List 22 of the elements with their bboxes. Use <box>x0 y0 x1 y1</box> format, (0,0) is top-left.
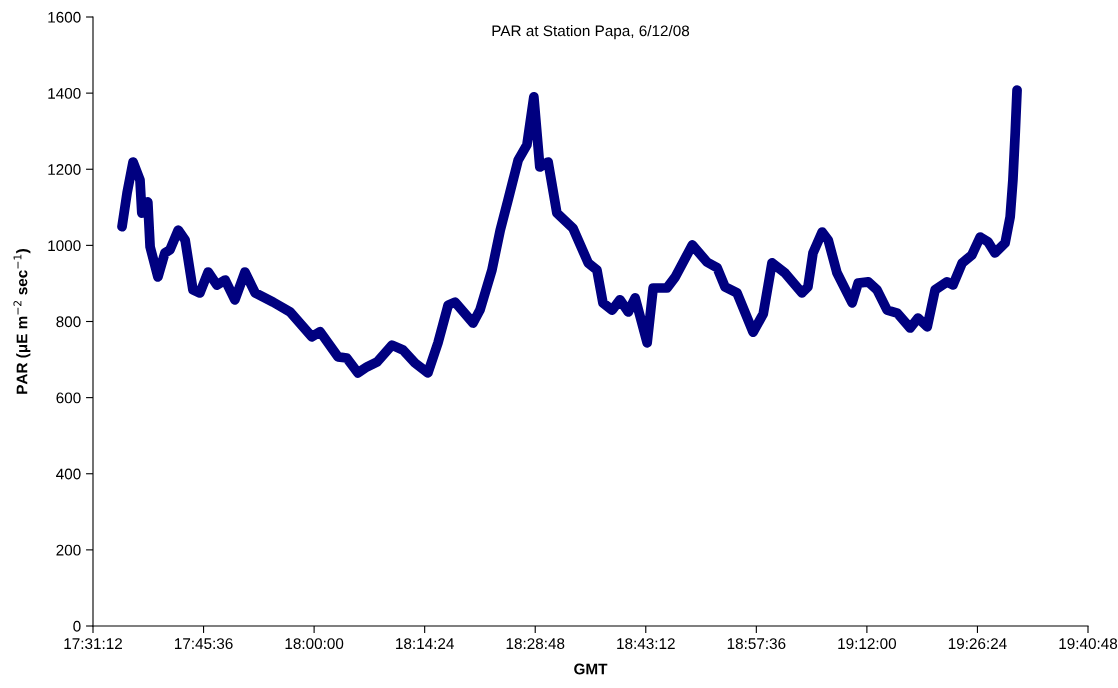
x-axis-title: GMT <box>574 663 608 675</box>
y-tick-label: 600 <box>56 392 81 404</box>
y-tick-label: 400 <box>56 468 81 480</box>
y-tick-label: 200 <box>56 544 81 556</box>
x-tick-label: 19:40:48 <box>1059 638 1118 650</box>
x-tick-label: 19:26:24 <box>948 638 1007 650</box>
y-tick-label: 800 <box>56 316 81 328</box>
x-tick-label: 18:00:00 <box>285 638 344 650</box>
x-tick-label: 17:45:36 <box>174 638 233 650</box>
y-tick-label: 0 <box>73 620 81 632</box>
x-tick-label: 18:43:12 <box>617 638 675 650</box>
y-tick-label: 1000 <box>48 240 81 252</box>
x-tick-label: 19:12:00 <box>838 638 897 650</box>
x-tick-label: 18:57:36 <box>727 638 786 650</box>
x-tick-label: 18:28:48 <box>506 638 565 650</box>
chart-title: PAR at Station Papa, 6/12/08 <box>492 25 690 40</box>
x-tick-label: 17:31:12 <box>64 638 122 650</box>
x-tick-label: 18:14:24 <box>396 638 454 650</box>
y-axis-title: PAR (μE m$^{−2}$ sec$^{−1}$) <box>13 249 31 394</box>
y-tick-label: 1200 <box>48 164 81 175</box>
y-tick-label: 1600 <box>48 11 81 23</box>
y-tick-label: 1400 <box>48 87 81 99</box>
